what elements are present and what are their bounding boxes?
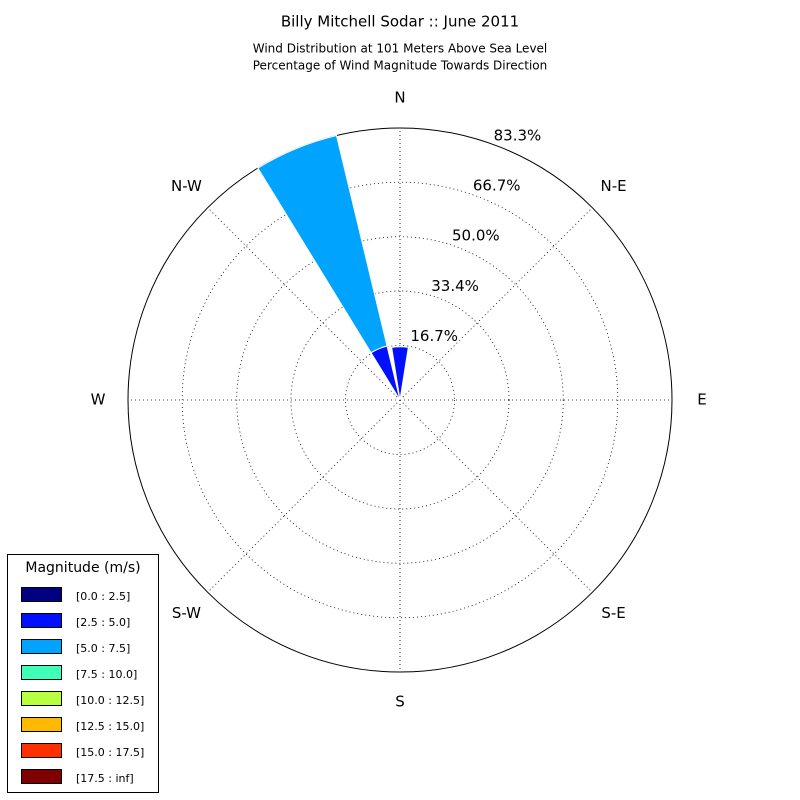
legend-label: [0.0 : 2.5]: [76, 590, 130, 603]
wedge: [391, 346, 409, 401]
chart-title: Billy Mitchell Sodar :: June 2011: [281, 13, 519, 31]
angle-grid-line: [207, 399, 401, 593]
r-tick-label: 83.3%: [494, 126, 542, 144]
wedge: [257, 134, 388, 354]
legend-swatch: [21, 665, 62, 680]
angle-label: N-E: [600, 177, 626, 195]
r-tick-label: 16.7%: [410, 327, 458, 345]
r-tick-label: 33.4%: [431, 277, 479, 295]
legend: Magnitude (m/s) [0.0 : 2.5] [2.5 : 5.0] [5…: [7, 554, 159, 793]
angle-grid-line: [207, 207, 401, 401]
chart-subtitle: Wind Distribution at 101 Meters Above Se…: [253, 42, 548, 56]
chart-subtitle: Percentage of Wind Magnitude Towards Dir…: [253, 59, 547, 73]
angle-label: N: [394, 89, 405, 107]
legend-title: Magnitude (m/s): [25, 560, 140, 576]
legend-label: [15.0 : 17.5]: [76, 746, 144, 759]
grid-circle: [345, 345, 455, 455]
r-tick-label: 66.7%: [473, 176, 521, 194]
legend-swatch: [21, 587, 62, 602]
legend-swatch: [21, 691, 62, 706]
r-tick-label: 50.0%: [452, 227, 500, 245]
legend-swatch: [21, 717, 62, 732]
legend-swatch: [21, 743, 62, 758]
legend-label: [12.5 : 15.0]: [76, 720, 144, 733]
angle-label: S-E: [601, 604, 625, 622]
grid-circle: [181, 181, 619, 619]
angle-label: E: [697, 391, 706, 409]
legend-swatch: [21, 613, 62, 628]
legend-label: [10.0 : 12.5]: [76, 694, 144, 707]
angle-label: S-W: [172, 604, 201, 622]
grid-circle: [290, 290, 510, 510]
legend-swatch: [21, 639, 62, 654]
legend-swatch: [21, 769, 62, 784]
grid-circle: [236, 236, 564, 564]
angle-grid-line: [399, 207, 593, 401]
angle-label: N-W: [171, 177, 202, 195]
angle-grid-line: [399, 399, 593, 593]
legend-label: [5.0 : 7.5]: [76, 642, 130, 655]
legend-label: [17.5 : inf]: [76, 772, 134, 785]
legend-label: [7.5 : 10.0]: [76, 668, 137, 681]
outer-circle: [127, 127, 673, 673]
angle-label: S: [395, 693, 405, 711]
angle-label: W: [91, 391, 106, 409]
legend-label: [2.5 : 5.0]: [76, 616, 130, 629]
